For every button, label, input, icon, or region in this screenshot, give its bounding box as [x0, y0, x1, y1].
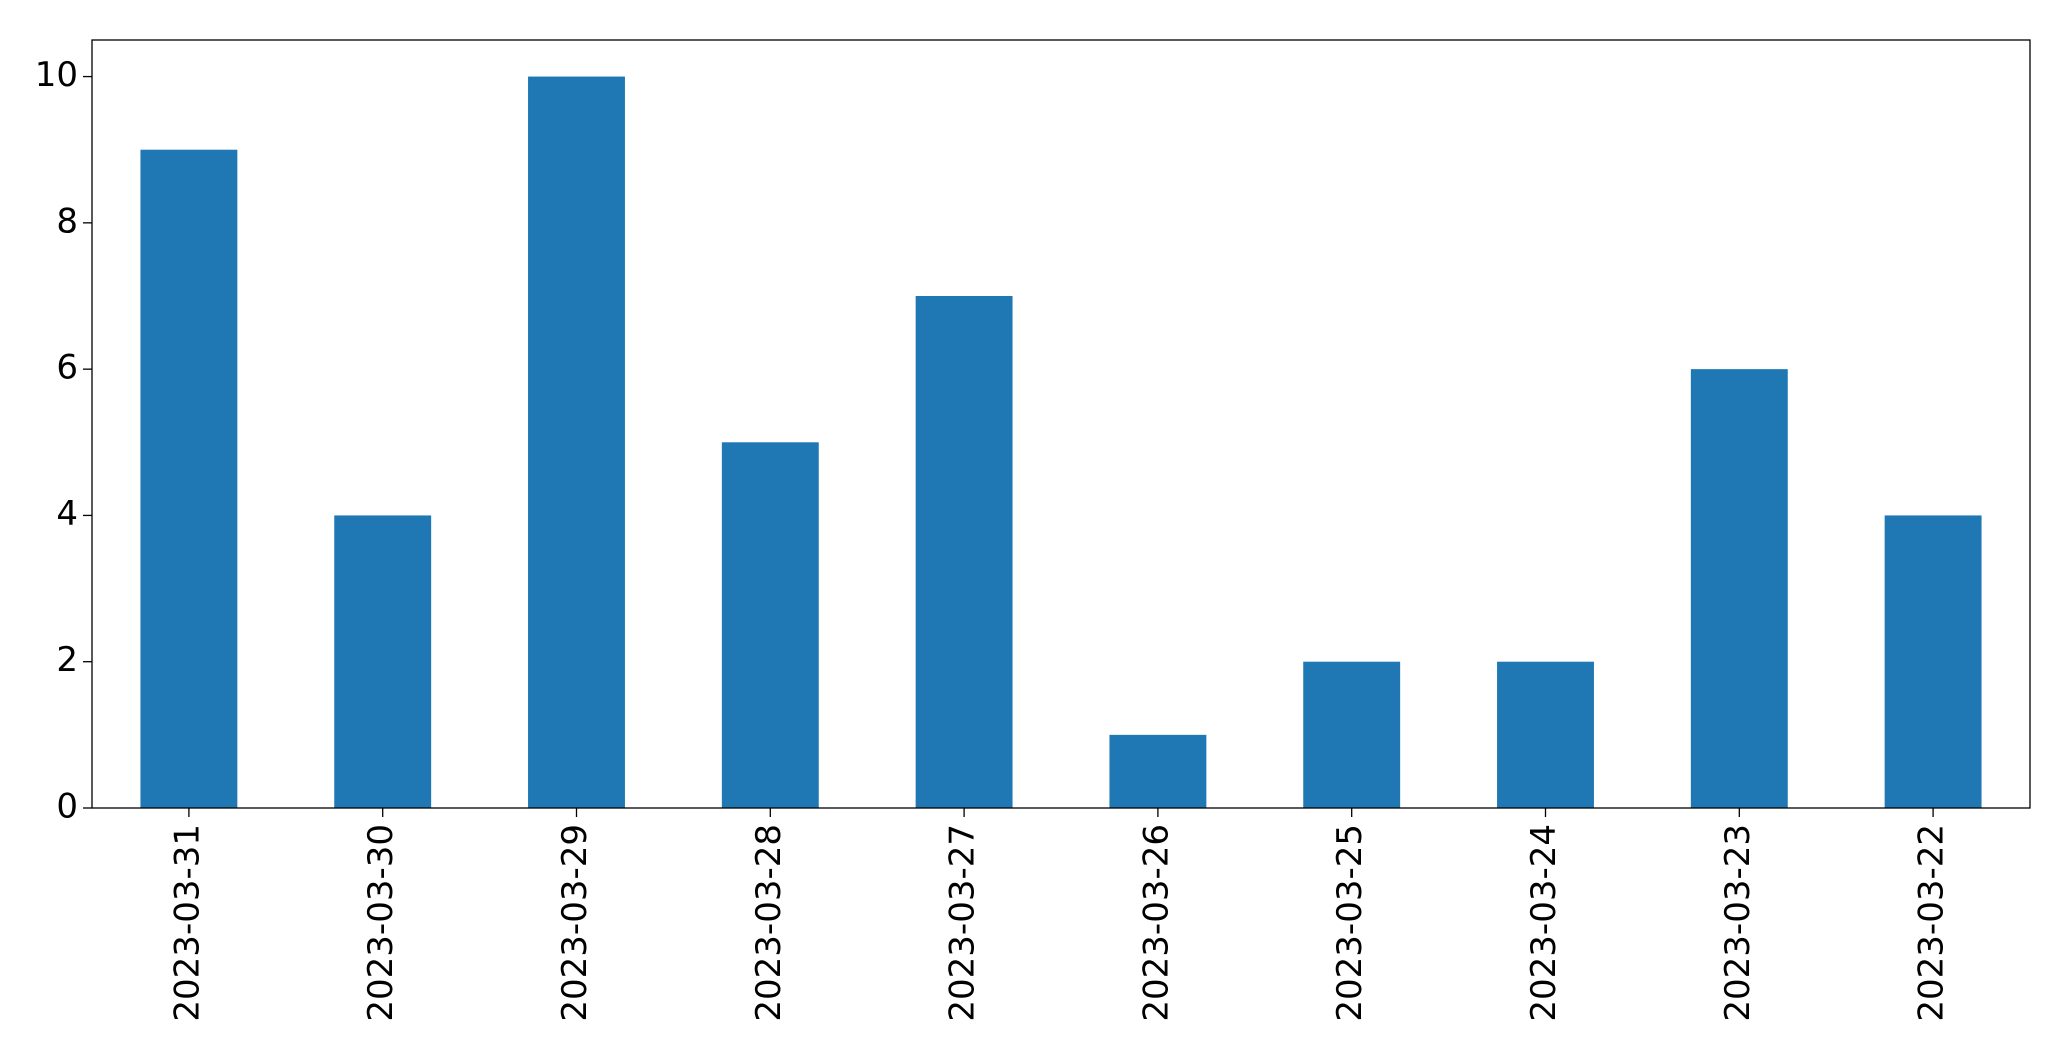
x-tick-label: 2023-03-30	[361, 824, 401, 1022]
x-tick-label: 2023-03-24	[1524, 824, 1564, 1022]
x-tick-label: 2023-03-31	[167, 824, 207, 1022]
x-tick-label: 2023-03-22	[1912, 824, 1952, 1022]
x-tick-label: 2023-03-29	[555, 824, 595, 1022]
y-tick-label: 8	[56, 201, 78, 241]
bar	[1109, 734, 1207, 808]
y-tick-label: 10	[35, 55, 78, 95]
y-tick-label: 0	[56, 787, 78, 827]
bar	[1690, 369, 1788, 808]
y-tick-label: 2	[56, 640, 78, 680]
bar	[1884, 515, 1982, 808]
x-tick-label: 2023-03-26	[1136, 824, 1176, 1022]
x-tick-label: 2023-03-28	[749, 824, 789, 1022]
bar	[1497, 661, 1594, 808]
y-tick-label: 6	[56, 348, 78, 388]
bar	[528, 76, 625, 809]
plot-frame	[91, 39, 2031, 809]
y-tick-label: 4	[56, 494, 78, 534]
bar	[915, 296, 1013, 808]
x-tick-label: 2023-03-23	[1718, 824, 1758, 1022]
x-tick-label: 2023-03-27	[943, 824, 983, 1022]
bar	[721, 442, 819, 808]
bar	[334, 515, 432, 808]
x-tick-label: 2023-03-25	[1330, 824, 1370, 1022]
bar	[140, 149, 238, 808]
bar	[1303, 661, 1401, 808]
